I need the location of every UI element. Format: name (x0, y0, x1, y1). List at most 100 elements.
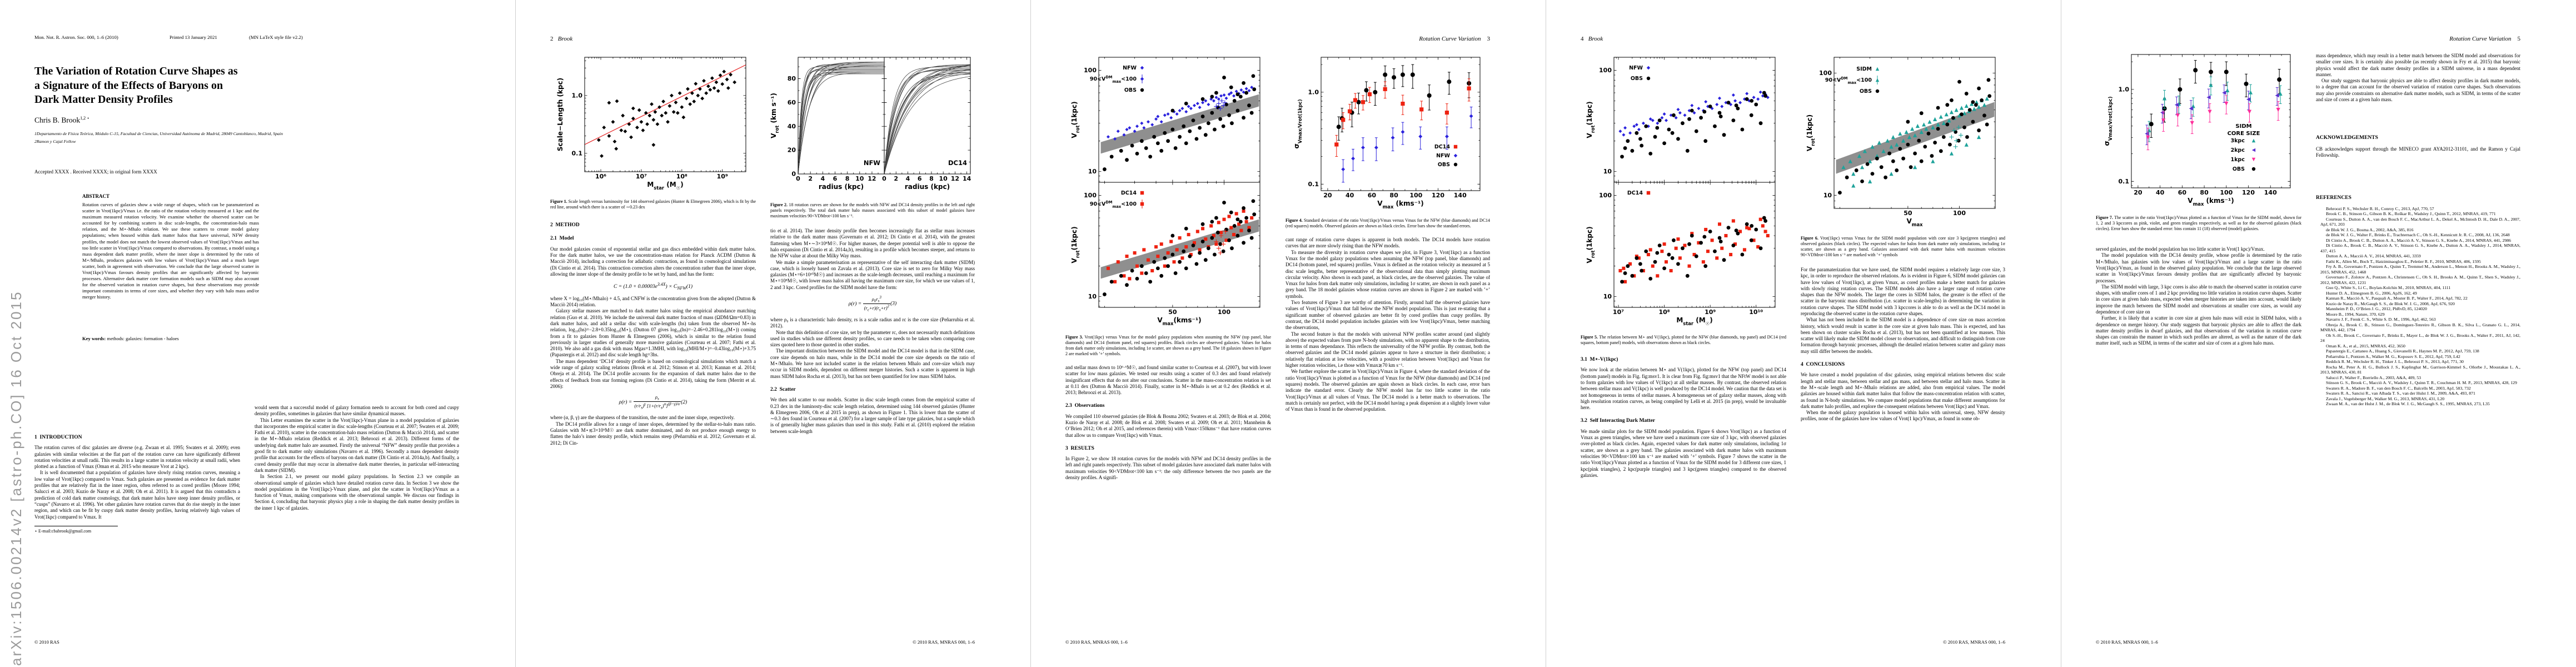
reference-item: Moore B., 1994, Nature, 370, 629 (2326, 311, 2385, 317)
dm-only-band (1100, 219, 1259, 279)
results-text: In Figure 2, we show 18 rotation curves … (1065, 456, 1271, 481)
paragraph: We further explore the scatter in Vrot(1… (1285, 369, 1490, 412)
paragraph: The second feature is that the models wi… (1285, 331, 1490, 369)
marked-plus-series (1949, 125, 1964, 149)
observed-series (1838, 78, 1992, 195)
svg-text:40: 40 (1346, 192, 1354, 199)
reference-item: Di Cintio A., Brook C. B., Dutton A. A.,… (2326, 237, 2512, 243)
svg-text:Vmax (kms⁻¹): Vmax (kms⁻¹) (1377, 200, 1423, 210)
page2-header: 2 Brook (550, 36, 573, 42)
fig7-chart: 20 40 60 80 100 120 140 0.1 1.0 Vmax (kms⁻¹) σVmax… (2103, 54, 2291, 207)
paragraph: The important distinction between the SI… (770, 348, 975, 379)
observed-galaxies-series (596, 69, 737, 158)
page5-right-column: mass dependence, which may result in a b… (2316, 53, 2520, 407)
reference-item: Stinson G. S., Brook C., Macciò A. V., W… (2326, 380, 2517, 386)
paragraph: served galaxies, and the model populatio… (2096, 246, 2265, 252)
figure-7: 20 40 60 80 100 120 140 0.1 1.0 Vmax (kms⁻¹) σVmax… (2096, 50, 2301, 213)
svg-text:radius (kpc): radius (kpc) (905, 183, 950, 191)
reference-item: Fry A. B., Governato F., Pontzen A., Qui… (2320, 264, 2520, 275)
reference-item: Swaters R. A., Sancisi R., van Albada T.… (2326, 391, 2475, 396)
legend: DC14 90<VDMmax<100 (1090, 190, 1144, 209)
svg-text:100: 100 (1599, 67, 1612, 74)
svg-text:40: 40 (788, 123, 796, 130)
paragraph: Our study suggests that baryonic physics… (2316, 78, 2520, 103)
svg-text:50: 50 (1904, 210, 1912, 217)
page-1: Mon. Not. R. Astron. Soc. 000, 1–6 (2010… (0, 0, 515, 667)
marked-plus-series (1214, 229, 1228, 256)
paragraph: To measure the diversity in rotation cur… (1285, 249, 1490, 299)
reference-item: Salucci P., Walter F., Borriello A., 200… (2326, 375, 2421, 380)
svg-text:0.1: 0.1 (2119, 178, 2130, 185)
references-list: Behroozi P. S., Wechsler R. H., Conroy C… (2316, 206, 2520, 407)
scatter-text: We then add scatter to our models. Scatt… (770, 397, 975, 435)
reference-item: Navarro J. F., Frenk C. S., White S. D. … (2326, 317, 2436, 322)
svg-text:60: 60 (2178, 189, 2187, 196)
paragraph: We made similar plots for the SIDM model… (1581, 428, 1786, 478)
legend: NFW OBS (1629, 65, 1651, 82)
sidm-text: where ρ₀ is a characteristic halo densit… (770, 317, 975, 380)
page2-right-column: 0 2 4 6 8 10 12 0 20 40 60 80 radius (kpc) Vrot (km s… (770, 53, 975, 439)
fig6-chart: 50 100 10 100 Vmax Vrot(1kpc) SIDM 90<VDMmax<10… (1806, 57, 1996, 227)
paragraph: cant range of rotation curve shapes is a… (1285, 237, 1490, 249)
observed-series (1620, 216, 1767, 284)
svg-text:10⁶: 10⁶ (595, 173, 606, 180)
svg-text:40: 40 (2156, 189, 2165, 196)
reference-item: Obreja A., Brook C. B., Stinson G., Domí… (2320, 322, 2520, 333)
figure-1-caption: Figure 1. Scale length versus luminosity… (550, 199, 756, 210)
svg-text:10⁷: 10⁷ (636, 173, 647, 180)
svg-text:OBS: OBS (1438, 162, 1450, 168)
paragraph: tio et al. 2014). The inner density prof… (770, 228, 975, 259)
model-text: Our model galaxies consist of exponentia… (550, 246, 756, 277)
rotation-curves (798, 62, 885, 175)
svg-text:NFW: NFW (864, 159, 880, 167)
page3-left-column: 10 100 Vrot(1kpc) NFW 90<VDMmax<100 OBS 50 100 1… (1065, 53, 1271, 485)
acknowledgements-text: CB acknowledges support through the MINE… (2316, 146, 2520, 158)
reference-item: Rocha M., Peter A. H. G., Bullock J. S.,… (2320, 364, 2520, 375)
svg-text:NFW: NFW (1123, 65, 1137, 71)
paragraph: The DC14 profile allows for a range of i… (550, 421, 756, 446)
svg-text:DC14: DC14 (1434, 144, 1450, 150)
page1-right-column: would seem that a successful model of ga… (255, 405, 459, 515)
svg-text:3kpc: 3kpc (2231, 138, 2245, 144)
svg-text:120: 120 (2242, 189, 2255, 196)
reference-item: Di Cintio A., Brook C. B., Macciò A. V.,… (2320, 243, 2520, 253)
page4-footer: © 2010 RAS, MNRAS 000, 1–6 (1943, 639, 2005, 645)
page2-footer: © 2010 RAS, MNRAS 000, 1–6 (913, 639, 975, 645)
affiliation-1: 1Departamento de Física Teórica, Módulo … (34, 131, 283, 136)
svg-text:20: 20 (1323, 192, 1332, 199)
svg-text:12: 12 (868, 175, 876, 182)
paragraph: The rotation curves of disc galaxies are… (34, 445, 240, 470)
svg-text:4: 4 (820, 175, 825, 182)
svg-text:0: 0 (882, 175, 886, 182)
svg-text:140: 140 (2264, 189, 2277, 196)
core-3kpc-series (2147, 76, 2283, 142)
paragraph: Further, it is likely that a scatter in … (2096, 315, 2301, 346)
nfw-model-series (1106, 86, 1254, 141)
svg-text:0.1: 0.1 (572, 150, 583, 157)
svg-text:10: 10 (939, 175, 948, 182)
svg-text:0: 0 (796, 175, 800, 182)
svg-text:OBS: OBS (1860, 88, 1872, 94)
page3-header: Rotation Curve Variation 3 (1419, 36, 1490, 42)
svg-text:80: 80 (1389, 192, 1398, 199)
paragraph: We make a simple parameterisation as rep… (770, 259, 975, 290)
svg-text:Vrot(1kpc): Vrot(1kpc) (1586, 226, 1596, 263)
page-4: 4 Brook 10 100 Vrot(1kpc) NFW OBS 10⁷ 10⁸ 10⁹ 10… (1546, 0, 2061, 667)
svg-text:10: 10 (1088, 168, 1097, 175)
svg-text:60: 60 (1368, 192, 1377, 199)
dm-only-band (1836, 102, 1995, 174)
equation-3: ρ(r) = ρ0rs3 (rc+r)(rs+r)2 (3) (848, 295, 897, 312)
paragraph: In Section 2.1, we present our model gal… (255, 474, 459, 511)
figure-5: 10 100 Vrot(1kpc) NFW OBS 10⁷ 10⁸ 10⁹ 10¹⁰ 10 100 M… (1581, 53, 1786, 332)
svg-text:20: 20 (788, 147, 796, 154)
figure-7-caption: Figure 7. The scatter in the ratio Vrot(… (2096, 215, 2301, 232)
style-file-line: (MN LaTeX style file v2.2) (249, 34, 303, 40)
svg-text:1.0: 1.0 (2119, 86, 2130, 93)
svg-text:10⁹: 10⁹ (717, 173, 728, 180)
paragraph: and stellar mass down to 10⁶·⁶M☉, and fo… (1065, 364, 1271, 396)
figure-4-caption: Figure 4. Standard deviation of the rati… (1285, 218, 1491, 229)
paragraph: For the paramaterization that we have us… (1801, 266, 2005, 316)
paragraph: where X = log₁₀(M⋆/Mhalo) + 4.5, and CNF… (550, 295, 756, 308)
svg-text:Vmax (kms⁻¹): Vmax (kms⁻¹) (2188, 197, 2234, 207)
